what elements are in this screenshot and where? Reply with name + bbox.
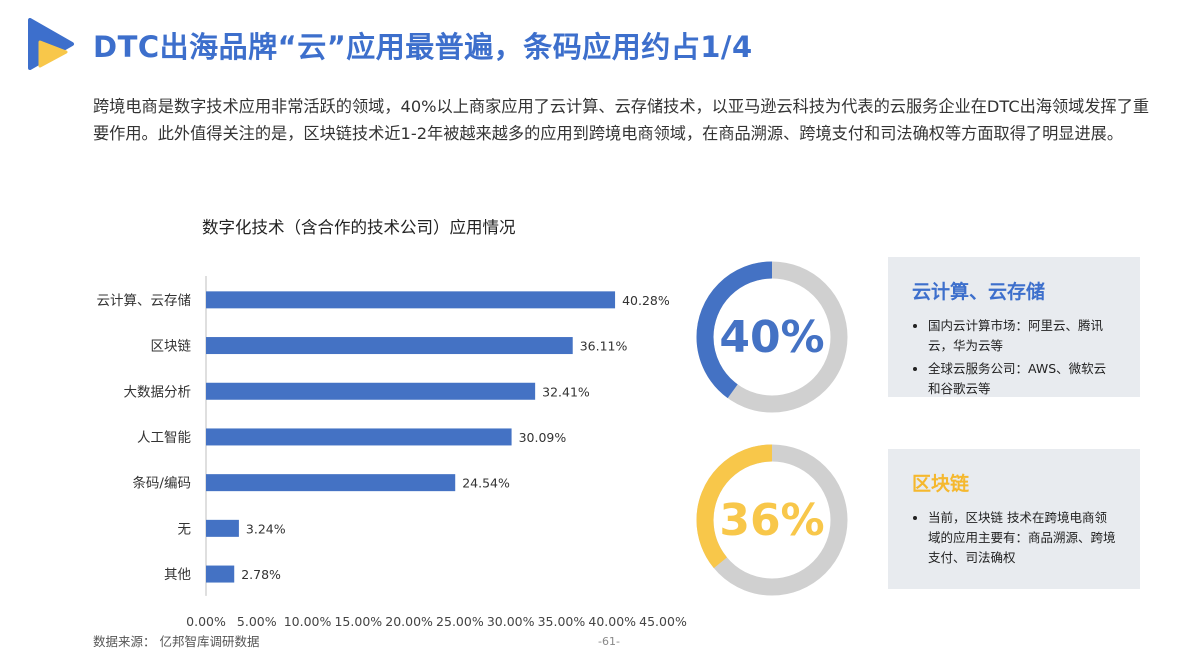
card-heading: 区块链 xyxy=(912,473,970,495)
card-bullet: 国内云计算市场：阿里云、腾讯云，华为云等 xyxy=(928,316,1116,356)
x-tick-label: 0.00% xyxy=(186,614,226,629)
bar xyxy=(206,519,239,537)
bar-value-label: 2.78% xyxy=(241,567,281,582)
donut-arc xyxy=(696,261,848,413)
x-tick-label: 35.00% xyxy=(538,614,586,629)
donut-chart-cloud: 40% xyxy=(692,257,852,417)
x-tick-label: 30.00% xyxy=(487,614,535,629)
category-label: 云计算、云存储 xyxy=(97,293,192,309)
intro-paragraph: 跨境电商是数字技术应用非常活跃的领域，40%以上商家应用了云计算、云存储技术，以… xyxy=(93,97,1150,143)
page-title: DTC出海品牌“云”应用最普遍，条码应用约占1/4 xyxy=(93,30,753,64)
x-tick-label: 25.00% xyxy=(436,614,484,629)
x-tick-label: 20.00% xyxy=(385,614,433,629)
bar xyxy=(206,565,235,583)
page-number: -61- xyxy=(598,635,620,648)
bar-value-label: 3.24% xyxy=(246,521,286,536)
bar-value-label: 40.28% xyxy=(622,293,670,308)
bar-chart: 云计算、云存储 40.28% 区块链 36.11% 大数据分析 32.41% 人工智能 30.… xyxy=(97,276,687,629)
card-bullet: 当前，区块链 技术在跨境电商领域的应用主要有：商品溯源、跨境支付、司法确权 xyxy=(928,508,1116,568)
bar-value-label: 30.09% xyxy=(519,430,567,445)
info-card-cloud: 云计算、云存储 国内云计算市场：阿里云、腾讯云，华为云等 全球云服务公司：AWS… xyxy=(888,257,1140,397)
bar-value-label: 36.11% xyxy=(580,339,628,354)
bar xyxy=(206,428,512,446)
x-tick-label: 10.00% xyxy=(284,614,332,629)
card-bullet: 全球云服务公司：AWS、微软云和谷歌云等 xyxy=(928,359,1116,399)
info-card-blockchain: 区块链 当前，区块链 技术在跨境电商领域的应用主要有：商品溯源、跨境支付、司法确… xyxy=(888,449,1140,589)
category-label: 区块链 xyxy=(151,339,192,355)
bar-value-label: 32.41% xyxy=(542,384,590,399)
data-source-note: 数据来源： 亿邦智库调研数据 xyxy=(93,634,260,649)
card-bullet-list: 国内云计算市场：阿里云、腾讯云，华为云等 全球云服务公司：AWS、微软云和谷歌云… xyxy=(912,316,1116,399)
card-heading: 云计算、云存储 xyxy=(912,281,1046,303)
bar xyxy=(206,474,456,492)
category-label: 大数据分析 xyxy=(124,384,192,400)
category-label: 条码/编码 xyxy=(132,475,191,492)
donut-chart-blockchain: 36% xyxy=(692,440,852,600)
x-tick-label: 40.00% xyxy=(588,614,636,629)
x-tick-label: 45.00% xyxy=(639,614,687,629)
bar xyxy=(206,382,536,400)
category-label: 无 xyxy=(178,521,192,537)
donut-percent-label: 40% xyxy=(719,311,825,363)
category-label: 人工智能 xyxy=(137,430,191,446)
card-bullet-list: 当前，区块链 技术在跨境电商领域的应用主要有：商品溯源、跨境支付、司法确权 xyxy=(912,508,1116,568)
donut-percent-label: 36% xyxy=(719,494,825,546)
chart-title: 数字化技术（含合作的技术公司）应用情况 xyxy=(202,218,516,237)
brand-logo-icon xyxy=(28,18,74,70)
bar-value-label: 24.54% xyxy=(462,476,510,491)
donut-arc xyxy=(696,444,848,596)
category-label: 其他 xyxy=(164,567,191,583)
bar xyxy=(206,291,616,309)
x-tick-label: 15.00% xyxy=(334,614,382,629)
bar xyxy=(206,337,573,355)
x-tick-label: 5.00% xyxy=(237,614,277,629)
